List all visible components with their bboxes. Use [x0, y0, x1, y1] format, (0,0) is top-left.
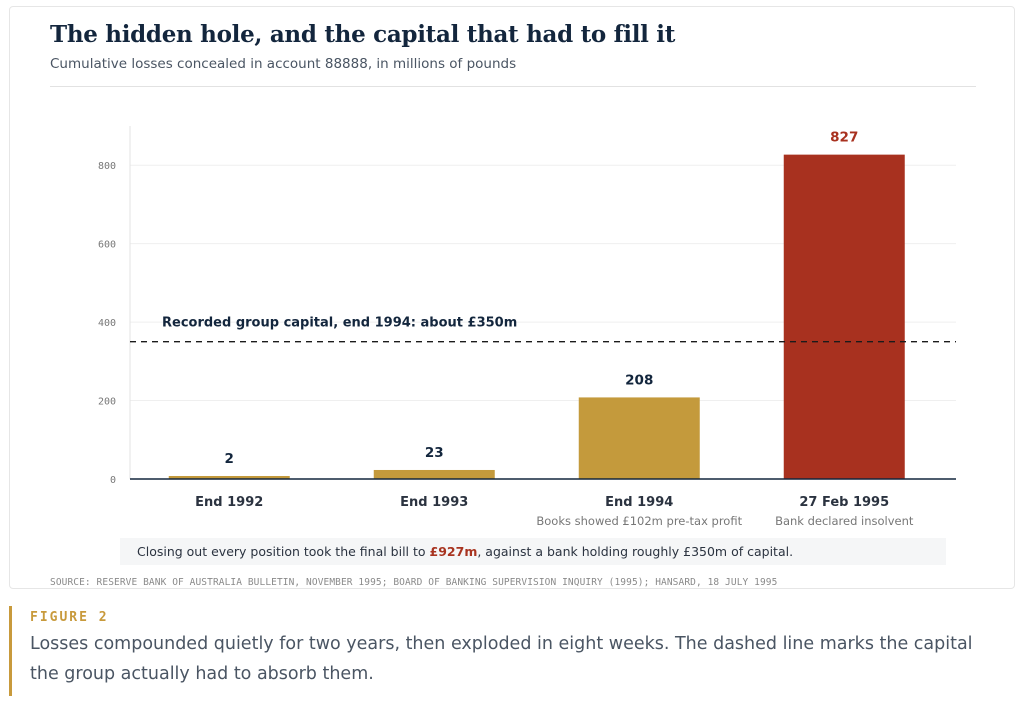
y-tick-label: 200 [98, 397, 116, 408]
y-tick-label: 600 [98, 240, 116, 251]
y-tick-label: 0 [110, 475, 116, 486]
figure-caption: Losses compounded quietly for two years,… [30, 634, 973, 684]
callout-highlight: £927m [429, 544, 478, 559]
chart-title: The hidden hole, and the capital that ha… [50, 21, 676, 48]
bar-chart: 0 200 400 600 800 2 End 1992 23 End 1993 208 End 1… [98, 126, 956, 528]
y-tick-label: 400 [98, 318, 116, 329]
source-note: SOURCE: RESERVE BANK OF AUSTRALIA BULLET… [50, 577, 778, 588]
x-tick-label: End 1994 [605, 495, 673, 510]
chart-subtitle: Cumulative losses concealed in account 8… [50, 56, 517, 72]
category-note: Bank declared insolvent [775, 514, 914, 528]
bar [783, 154, 905, 480]
reference-line-label: Recorded group capital, end 1994: about … [162, 316, 517, 331]
title-divider [50, 86, 976, 87]
bar [373, 469, 495, 479]
callout-prefix: Closing out every position took the fina… [137, 544, 430, 559]
bar-value-label: 827 [830, 130, 858, 146]
figure-caption-block: FIGURE 2 Losses compounded quietly for t… [9, 606, 1009, 696]
bar-value-label: 23 [425, 445, 444, 461]
figure-label: FIGURE 2 [30, 610, 109, 625]
callout-box: Closing out every position took the fina… [120, 538, 946, 565]
y-tick-label: 800 [98, 161, 116, 172]
x-tick-label: 27 Feb 1995 [799, 495, 889, 510]
x-tick-label: End 1992 [195, 495, 263, 510]
bar-value-label: 2 [225, 451, 234, 467]
category-note: Books showed £102m pre-tax profit [536, 514, 742, 528]
x-tick-label: End 1993 [400, 495, 468, 510]
callout-suffix: , against a bank holding roughly £350m o… [477, 544, 794, 559]
bar-value-label: 208 [625, 372, 653, 388]
bar [578, 397, 700, 479]
bar [168, 476, 290, 479]
